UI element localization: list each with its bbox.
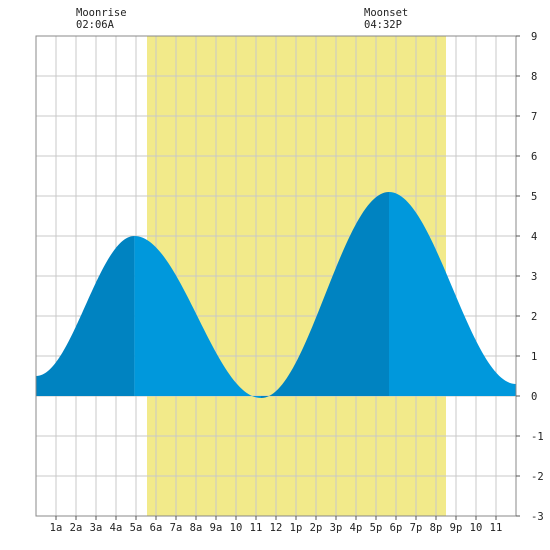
- moonset-time: 04:32P: [364, 19, 402, 31]
- x-tick-label: 9p: [450, 522, 463, 534]
- y-tick-label: 4: [531, 231, 537, 243]
- x-tick-label: 8a: [190, 522, 203, 534]
- x-tick-label: 11: [490, 522, 503, 534]
- x-tick-label: 4p: [350, 522, 363, 534]
- y-tick-label: 0: [531, 391, 537, 403]
- x-tick-label: 1p: [290, 522, 303, 534]
- y-tick-label: 5: [531, 191, 537, 203]
- tide-segment-rising: [36, 236, 135, 396]
- x-tick-label: 7p: [410, 522, 423, 534]
- y-tick-label: -2: [531, 471, 544, 483]
- y-tick-label: 7: [531, 111, 537, 123]
- tide-segment-falling: [389, 192, 516, 396]
- x-tick-label: 6p: [390, 522, 403, 534]
- y-tick-label: 9: [531, 31, 537, 43]
- x-tick-label: 1a: [50, 522, 63, 534]
- x-tick-label: 10: [230, 522, 243, 534]
- y-tick-label: 8: [531, 71, 537, 83]
- x-tick-label: 2a: [70, 522, 83, 534]
- x-tick-label: 6a: [150, 522, 163, 534]
- x-tick-label: 10: [470, 522, 483, 534]
- y-axis-ticks: -3 -2 -1 0 1 2 3 4 5 6 7 8 9: [516, 31, 544, 523]
- x-tick-label: 2p: [310, 522, 323, 534]
- x-tick-label: 5p: [370, 522, 383, 534]
- tide-segment-rising: [261, 192, 389, 398]
- moonrise-time: 02:06A: [76, 19, 115, 31]
- tide-area: [36, 192, 516, 398]
- x-tick-label: 3p: [330, 522, 343, 534]
- x-axis-ticks: 1a 2a 3a 4a 5a 6a 7a 8a 9a 10 11 12 1p 2p 3p 4p 5p 6p 7p 8p…: [50, 516, 503, 534]
- y-tick-label: 1: [531, 351, 537, 363]
- x-tick-label: 5a: [130, 522, 143, 534]
- x-tick-label: 8p: [430, 522, 443, 534]
- y-tick-label: 6: [531, 151, 537, 163]
- y-tick-label: 3: [531, 271, 537, 283]
- y-tick-label: 2: [531, 311, 537, 323]
- x-tick-label: 3a: [90, 522, 103, 534]
- x-tick-label: 4a: [110, 522, 123, 534]
- moonset-label: Moonset: [364, 7, 408, 19]
- tide-segment-falling: [134, 236, 261, 398]
- x-tick-label: 12: [270, 522, 283, 534]
- y-tick-label: -1: [531, 431, 544, 443]
- x-tick-label: 11: [250, 522, 263, 534]
- x-tick-label: 9a: [210, 522, 223, 534]
- moonrise-label: Moonrise: [76, 7, 127, 19]
- y-tick-label: -3: [531, 511, 544, 523]
- x-tick-label: 7a: [170, 522, 183, 534]
